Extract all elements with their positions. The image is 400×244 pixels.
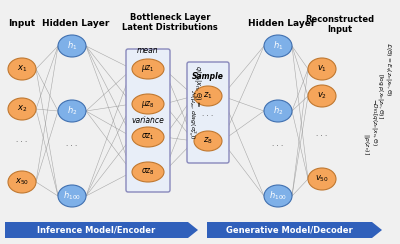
Text: · · ·: · · · [272, 143, 284, 149]
Ellipse shape [8, 58, 36, 80]
Text: Hidden Layer: Hidden Layer [42, 20, 110, 29]
Ellipse shape [132, 162, 164, 182]
Text: $x_1$: $x_1$ [17, 64, 27, 74]
Text: $-D_{KL}[q(z_n|x_n,\Theta)$: $-D_{KL}[q(z_n|x_n,\Theta)$ [370, 98, 378, 146]
Text: $x_2$: $x_2$ [17, 104, 27, 114]
Text: Bottleneck Layer: Bottleneck Layer [130, 13, 210, 22]
Text: $z_1$: $z_1$ [203, 91, 213, 101]
Text: $\mathcal{L}(\Theta) = E_q(z_n|x_n,\Theta)$: $\mathcal{L}(\Theta) = E_q(z_n|x_n,\Thet… [383, 42, 393, 96]
Text: $||p(z_n)]$: $||p(z_n)]$ [362, 133, 372, 155]
Text: · · ·: · · · [142, 115, 154, 121]
Polygon shape [207, 222, 382, 238]
Text: $x_{50}$: $x_{50}$ [15, 177, 29, 187]
Ellipse shape [264, 100, 292, 122]
Text: $v_1$: $v_1$ [317, 64, 327, 74]
Text: $v_{50}$: $v_{50}$ [315, 174, 329, 184]
Text: $\sigma z_8$: $\sigma z_8$ [141, 167, 155, 177]
Text: $h_1$: $h_1$ [273, 40, 283, 52]
Ellipse shape [308, 85, 336, 107]
Ellipse shape [264, 35, 292, 57]
Text: Sample: Sample [192, 72, 224, 81]
FancyBboxPatch shape [187, 62, 229, 163]
Text: $\mu z_8$: $\mu z_8$ [141, 99, 155, 110]
Ellipse shape [58, 185, 86, 207]
Ellipse shape [8, 98, 36, 120]
Text: · · ·: · · · [16, 139, 28, 145]
Ellipse shape [194, 131, 222, 151]
Text: $h_2$: $h_2$ [273, 105, 283, 117]
Text: · · ·: · · · [202, 113, 214, 119]
Text: Latent Distributions: Latent Distributions [122, 22, 218, 31]
Text: Reconstructed: Reconstructed [306, 16, 374, 24]
Ellipse shape [58, 100, 86, 122]
Text: $\sigma z_1$: $\sigma z_1$ [141, 132, 155, 142]
Text: $\mathcal{N}(\mu_{z_n},diag(\sigma^2_{z_n}))$: $\mathcal{N}(\mu_{z_n},diag(\sigma^2_{z_… [186, 89, 198, 139]
Text: · · ·: · · · [66, 143, 78, 149]
Text: $h_{100}$: $h_{100}$ [269, 190, 287, 202]
Text: mean: mean [137, 46, 159, 55]
Ellipse shape [308, 58, 336, 80]
Ellipse shape [308, 168, 336, 190]
Text: $h_{100}$: $h_{100}$ [63, 190, 81, 202]
Ellipse shape [132, 127, 164, 147]
Text: Inference Model/Encoder: Inference Model/Encoder [37, 225, 156, 234]
Text: variance: variance [132, 116, 164, 125]
Text: · · ·: · · · [316, 133, 328, 139]
Text: $q(z_n|x_n,\Theta) =$: $q(z_n|x_n,\Theta) =$ [192, 65, 204, 107]
Text: Generative Model/Decoder: Generative Model/Decoder [226, 225, 353, 234]
Ellipse shape [264, 185, 292, 207]
Text: $z_8$: $z_8$ [203, 136, 213, 146]
Text: Input: Input [8, 20, 36, 29]
Text: $v_2$: $v_2$ [317, 91, 327, 101]
Text: Hidden Layer: Hidden Layer [248, 20, 316, 29]
Text: $h_1$: $h_1$ [67, 40, 77, 52]
Ellipse shape [132, 94, 164, 114]
FancyBboxPatch shape [126, 49, 170, 192]
Text: $[\log p(x_n|z_n,\Theta)]$: $[\log p(x_n|z_n,\Theta)]$ [376, 73, 386, 119]
Text: $\mu z_1$: $\mu z_1$ [141, 63, 155, 74]
Polygon shape [5, 222, 198, 238]
Text: $h_2$: $h_2$ [67, 105, 77, 117]
Ellipse shape [58, 35, 86, 57]
Ellipse shape [8, 171, 36, 193]
Text: Input: Input [328, 24, 352, 33]
Ellipse shape [194, 86, 222, 106]
Ellipse shape [132, 59, 164, 79]
